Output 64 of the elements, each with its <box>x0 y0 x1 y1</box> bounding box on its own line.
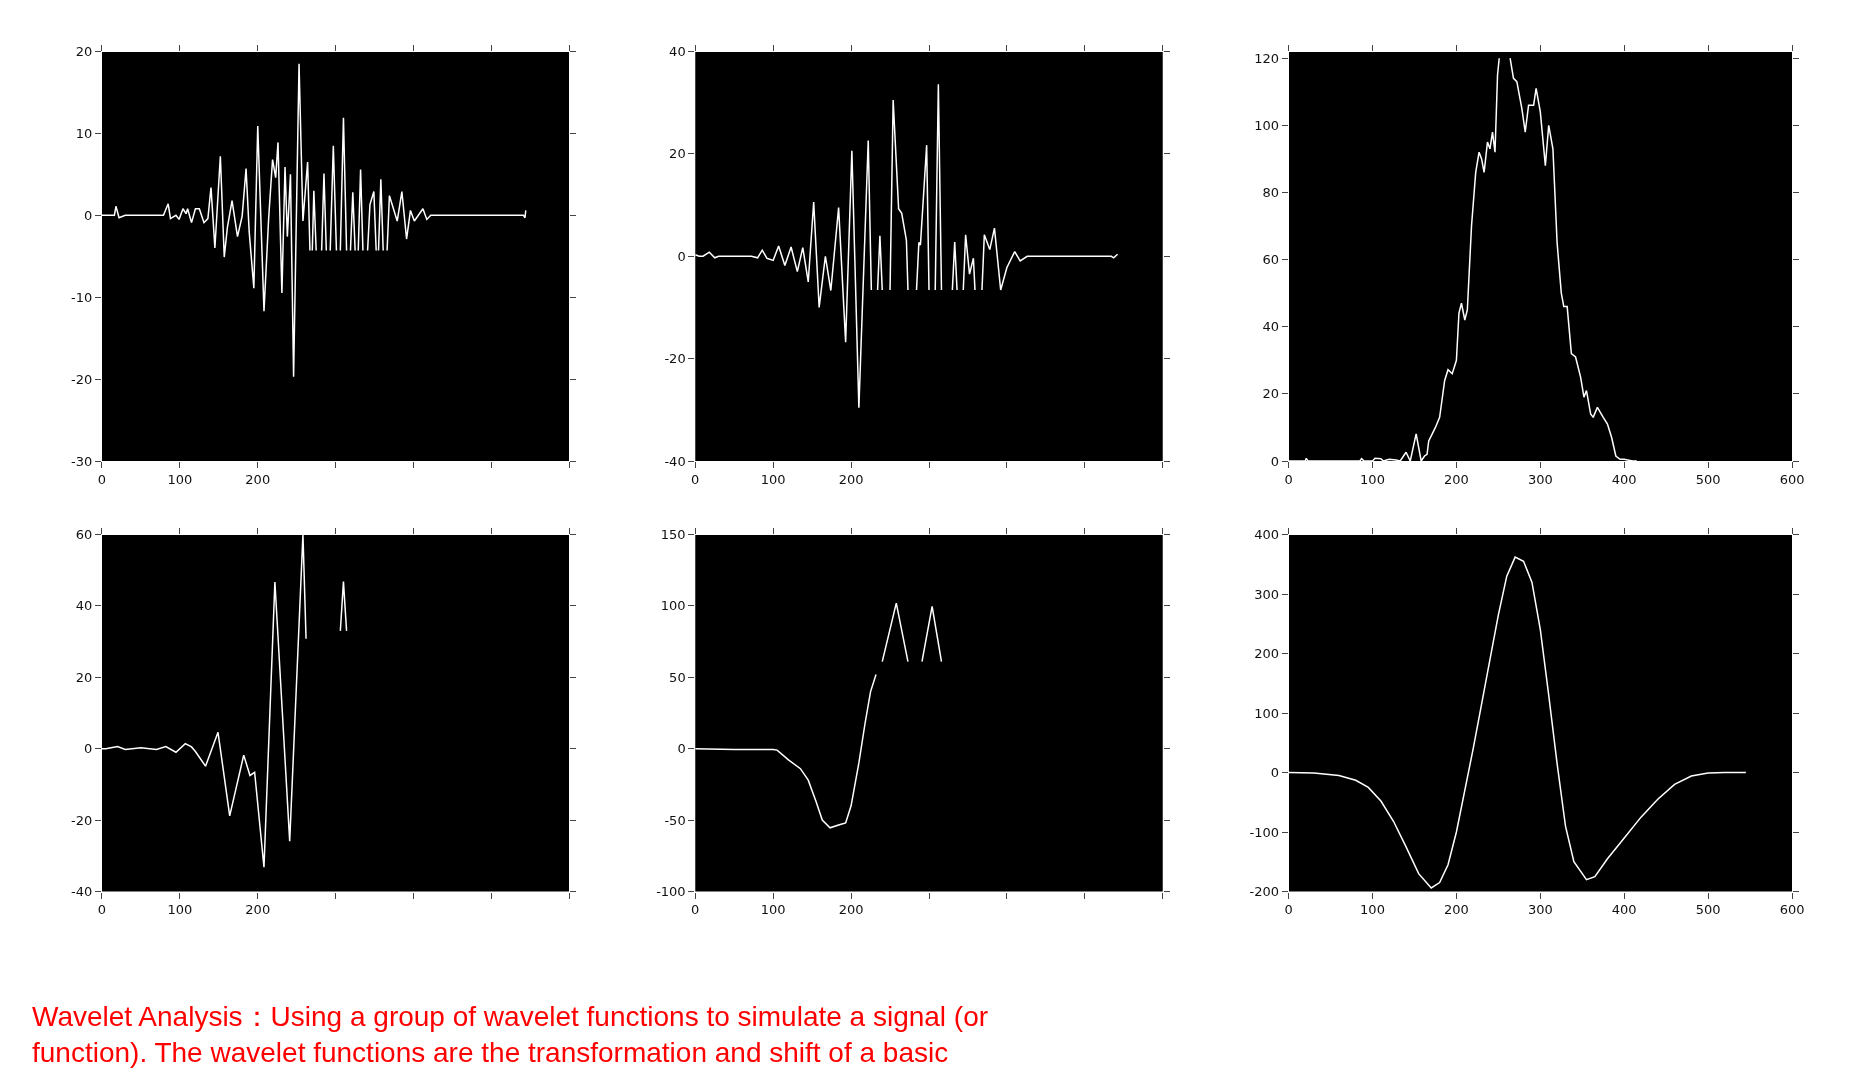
y-tick-label: 80 <box>1262 185 1279 201</box>
y-tick-label: -20 <box>664 351 686 367</box>
x-tick-label: 0 <box>691 902 700 918</box>
y-tick-label: 60 <box>1262 252 1279 268</box>
x-tick-label: 200 <box>838 471 864 487</box>
x-tick-label: 0 <box>97 471 107 487</box>
y-tick-label: -10 <box>71 289 93 305</box>
y-tick-label: 0 <box>84 207 93 223</box>
x-tick-label: 0 <box>691 471 700 487</box>
x-tick-label: 400 <box>1611 471 1637 487</box>
y-tick-label: 0 <box>677 741 686 757</box>
x-tick-label: 500 <box>1695 471 1721 487</box>
y-tick-label: 40 <box>669 44 686 60</box>
y-tick-label: -200 <box>1249 884 1279 900</box>
y-tick-label: -40 <box>664 453 686 469</box>
x-tick-label: 0 <box>1284 902 1293 918</box>
x-tick-label: 200 <box>1444 902 1469 918</box>
y-tick-label: 100 <box>1254 705 1279 721</box>
x-tick-label: 200 <box>245 902 271 918</box>
x-tick-label: 0 <box>1284 471 1293 487</box>
y-tick-label: 50 <box>669 669 686 685</box>
y-tick-label: 200 <box>1254 646 1279 662</box>
y-tick-label: -20 <box>71 371 93 387</box>
y-tick-label: 0 <box>1270 765 1279 781</box>
x-tick-label: 100 <box>167 471 193 487</box>
y-tick-label: 150 <box>660 527 686 543</box>
y-tick-label: 20 <box>75 669 93 685</box>
y-tick-label: 40 <box>75 598 93 614</box>
text: Wavelet Analysis：Using a group of wavelet functions to simulate a signal (or function). The wavelet functions are the transformation and shift of a basic <box>32 1001 989 1069</box>
x-tick-label: 300 <box>1527 471 1553 487</box>
y-tick-label: 400 <box>1254 527 1279 543</box>
y-tick-label: 0 <box>84 741 93 757</box>
y-tick-label: 60 <box>75 527 93 543</box>
y-tick-label: 300 <box>1254 586 1279 602</box>
y-tick-label: 20 <box>669 146 686 162</box>
x-tick-label: 100 <box>760 902 786 918</box>
x-tick-label: 100 <box>167 902 193 918</box>
x-tick-label: 100 <box>1360 902 1385 918</box>
x-tick-label: 0 <box>97 902 107 918</box>
y-tick-label: -100 <box>656 884 686 900</box>
y-tick-label: -100 <box>1249 824 1279 840</box>
x-tick-label: 200 <box>245 471 271 487</box>
y-tick-label: 0 <box>677 248 686 264</box>
y-tick-label: 20 <box>75 44 93 60</box>
x-tick-label: 300 <box>1527 902 1553 918</box>
y-tick-label: 100 <box>660 598 686 614</box>
x-tick-label: 100 <box>1360 471 1385 487</box>
y-tick-label: 0 <box>1270 453 1279 469</box>
y-tick-label: -20 <box>71 812 93 828</box>
x-tick-label: 600 <box>1779 902 1805 918</box>
y-tick-label: -50 <box>664 812 686 828</box>
x-tick-label: 200 <box>1444 471 1469 487</box>
y-tick-label: 20 <box>1262 386 1279 402</box>
y-tick-label: 40 <box>1262 319 1279 335</box>
y-tick-label: -40 <box>71 884 93 900</box>
x-tick-label: 200 <box>838 902 864 918</box>
x-tick-label: 100 <box>760 471 786 487</box>
x-tick-label: 400 <box>1611 902 1637 918</box>
x-tick-label: 500 <box>1695 902 1721 918</box>
y-tick-label: 100 <box>1254 117 1279 133</box>
x-tick-label: 600 <box>1779 471 1805 487</box>
y-tick-label: -30 <box>71 453 93 469</box>
y-tick-label: 120 <box>1254 50 1279 66</box>
y-tick-label: 10 <box>75 125 93 141</box>
